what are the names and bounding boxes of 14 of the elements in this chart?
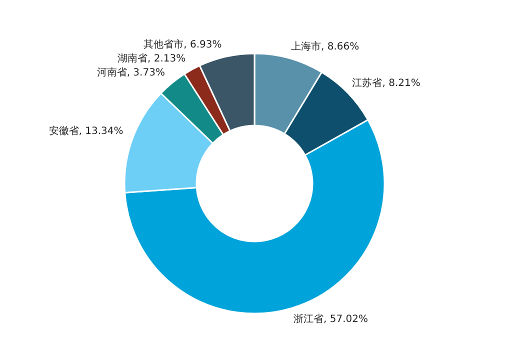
data-label: , 8.66%	[321, 42, 360, 52]
slice-label: 上海市	[291, 40, 322, 52]
data-label: , 6.93%	[184, 40, 222, 51]
data-label: , 57.02%	[324, 314, 368, 325]
data-label: , 3.73%	[126, 67, 165, 78]
slice-label: 安徽省	[48, 125, 79, 138]
data-label: , 8.21%	[382, 78, 420, 89]
slice-label: 浙江省	[294, 312, 324, 325]
data-label: , 2.13%	[148, 53, 186, 64]
slice-label: 河南省	[96, 66, 127, 78]
data-label: , 13.34%	[78, 126, 124, 138]
slice-label: 湖南省	[118, 52, 148, 64]
slice-label: 江苏省	[352, 76, 382, 89]
slice-label: 其他省市	[144, 38, 184, 51]
